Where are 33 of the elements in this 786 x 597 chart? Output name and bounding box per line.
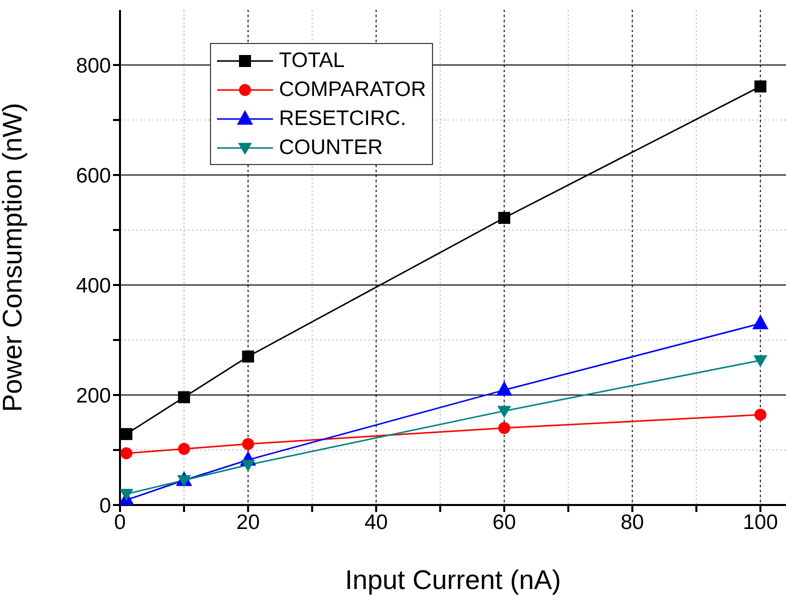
x-axis-title: Input Current (nA) (344, 565, 562, 595)
point (178, 391, 190, 404)
point (241, 460, 255, 472)
point (177, 475, 191, 488)
y-tick-label: 200 (76, 384, 111, 408)
legend-label: COUNTER (279, 136, 383, 160)
point (242, 438, 254, 450)
x-tick-label: 80 (620, 510, 644, 534)
y-axis-title: Power Consumption (nW) (0, 102, 28, 412)
point (120, 428, 132, 440)
y-tick-label: 0 (99, 494, 111, 518)
point (752, 314, 768, 330)
x-tick-label: 20 (236, 510, 260, 534)
x-tick-label: 40 (364, 510, 388, 534)
legend-label: COMPARATOR (279, 78, 426, 102)
point (754, 80, 766, 92)
y-tick-label: 800 (76, 54, 111, 78)
x-tick-label: 60 (492, 510, 516, 534)
point (120, 488, 134, 501)
legend-label: RESETCIRC. (279, 106, 406, 130)
point (753, 355, 768, 368)
point (242, 350, 254, 362)
y-tick-label: 400 (76, 274, 111, 298)
x-tick-label: 100 (742, 510, 778, 534)
point (497, 406, 512, 418)
point (178, 442, 190, 455)
x-tick-label: 0 (114, 510, 126, 534)
legend-label: TOTAL (279, 48, 345, 72)
point (498, 422, 510, 434)
y-tick-label: 600 (76, 164, 111, 188)
point (754, 408, 766, 421)
point (120, 447, 132, 460)
point (498, 212, 510, 224)
